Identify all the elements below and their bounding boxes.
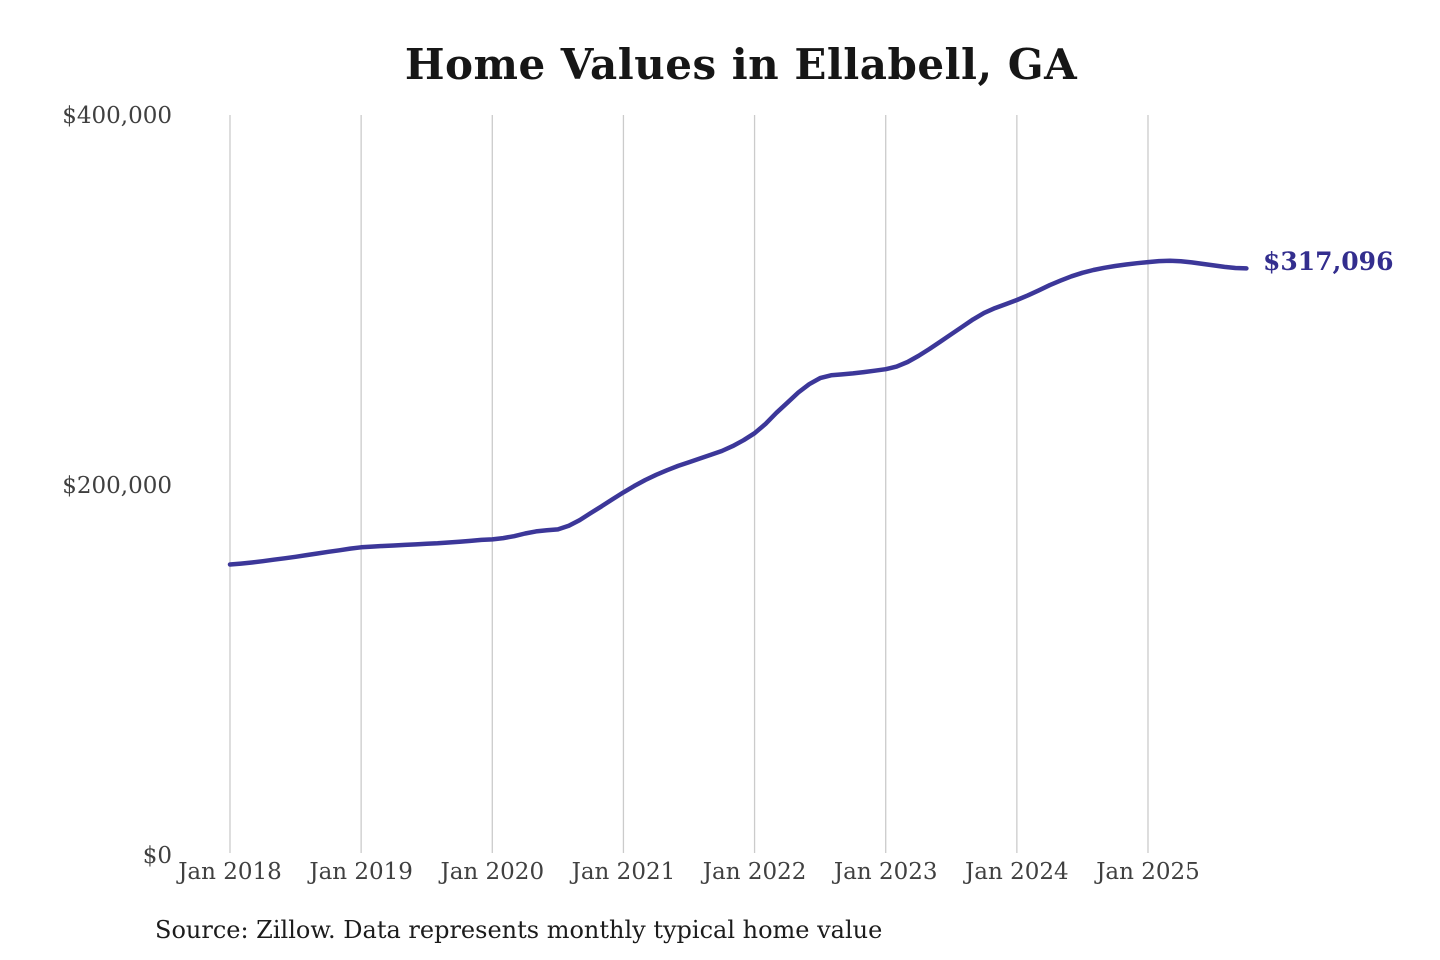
- x-axis-tick-label: Jan 2018: [176, 859, 282, 885]
- year-gridlines-group: [229, 115, 1149, 853]
- x-axis-tick-label: Jan 2023: [832, 859, 938, 885]
- x-axis-tick-labels-group: Jan 2018 Jan 2019 Jan 2020 Jan 2021 Jan 2022…: [176, 859, 1200, 885]
- y-axis-tick-label: $400,000: [62, 103, 172, 129]
- chart-title: Home Values in Ellabell, GA: [404, 40, 1078, 89]
- y-axis-tick-label: $0: [143, 843, 172, 869]
- y-axis-tick-labels-group: $0 $200,000 $400,000: [62, 103, 172, 869]
- x-axis-tick-label: Jan 2020: [438, 859, 544, 885]
- x-axis-tick-label: Jan 2019: [307, 859, 413, 885]
- y-axis-tick-label: $200,000: [62, 473, 172, 499]
- x-axis-tick-label: Jan 2022: [701, 859, 807, 885]
- final-value-label: $317,096: [1263, 247, 1394, 276]
- source-note: Source: Zillow. Data represents monthly …: [155, 916, 883, 944]
- x-axis-tick-label: Jan 2024: [963, 859, 1069, 885]
- x-axis-tick-label: Jan 2025: [1094, 859, 1200, 885]
- home-value-line-series: [227, 258, 1249, 567]
- x-axis-tick-label: Jan 2021: [570, 859, 676, 885]
